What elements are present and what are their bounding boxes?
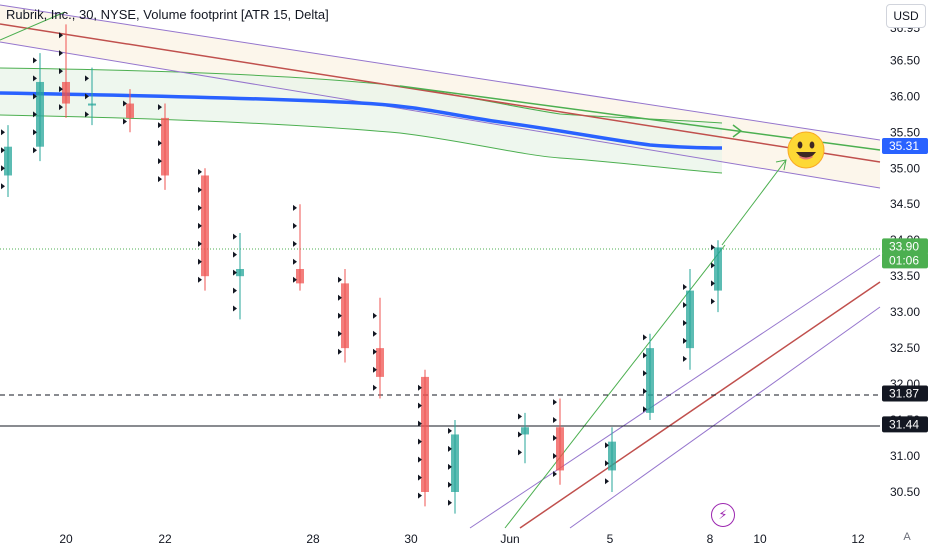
vwap-line bbox=[0, 91, 723, 150]
last-price-label: 33.90 bbox=[889, 239, 919, 253]
chart-title: Rubrik, Inc., 30, NYSE, Volume footprint… bbox=[6, 7, 329, 22]
candle bbox=[293, 204, 304, 291]
x-tick-label: 20 bbox=[59, 532, 73, 546]
candle bbox=[158, 103, 169, 190]
green-arrow-head bbox=[732, 124, 743, 138]
y-tick-label: 32.50 bbox=[890, 341, 920, 355]
countdown-label: 01:06 bbox=[889, 253, 919, 267]
target-arrow-head bbox=[775, 159, 787, 171]
regression-lower-line bbox=[0, 41, 881, 189]
y-tick-label: 31.00 bbox=[890, 449, 920, 463]
candle bbox=[683, 268, 694, 370]
regression-upper-line bbox=[0, 4, 881, 141]
candle bbox=[233, 233, 244, 320]
x-tick-label: Jun bbox=[500, 532, 519, 546]
last-price-label-bg bbox=[882, 238, 928, 255]
y-tick-label: 33.00 bbox=[890, 305, 920, 319]
y-tick-label: 36.50 bbox=[890, 53, 920, 67]
x-tick-label: 28 bbox=[306, 532, 320, 546]
x-tick-label: 12 bbox=[851, 532, 865, 546]
candle bbox=[518, 412, 529, 464]
candle bbox=[123, 89, 134, 133]
regression-upper-extend bbox=[0, 11, 66, 41]
x-tick-label: 8 bbox=[707, 532, 714, 546]
candle bbox=[373, 297, 384, 399]
target-arrow-line bbox=[721, 159, 787, 246]
regression-mid-line bbox=[0, 23, 881, 163]
y-tick-label: 33.50 bbox=[890, 269, 920, 283]
vwap-price-label-bg bbox=[882, 137, 928, 154]
candle bbox=[448, 420, 459, 514]
y-tick-label: 35.50 bbox=[890, 125, 920, 139]
level-high-label: 31.87 bbox=[889, 386, 919, 400]
candle bbox=[553, 398, 564, 485]
candle bbox=[605, 427, 616, 492]
x-tick-label: 5 bbox=[607, 532, 614, 546]
candle bbox=[1, 125, 12, 198]
x-axis: 20 22 28 30 Jun 5 8 10 12 bbox=[59, 532, 865, 546]
candles-group bbox=[1, 24, 722, 514]
rising-mid-line bbox=[519, 281, 881, 529]
y-tick-label: 34.50 bbox=[890, 197, 920, 211]
level-high-label-bg bbox=[882, 385, 928, 402]
x-tick-label: 10 bbox=[753, 532, 767, 546]
candle bbox=[418, 369, 429, 507]
smiley-emoji-icon bbox=[787, 131, 825, 169]
y-tick-label: 36.00 bbox=[890, 89, 920, 103]
level-low-label-bg bbox=[882, 416, 928, 433]
candle bbox=[198, 168, 209, 291]
envelope-band-fill bbox=[0, 68, 722, 173]
countdown-label-bg bbox=[882, 252, 928, 269]
trend-projection-line bbox=[504, 244, 726, 529]
candle bbox=[33, 53, 44, 162]
y-tick-label: 30.50 bbox=[890, 485, 920, 499]
x-tick-label: 30 bbox=[404, 532, 418, 546]
candle bbox=[643, 333, 654, 421]
lightning-icon[interactable]: ⚡︎ bbox=[711, 503, 735, 527]
rising-upper-line bbox=[469, 254, 881, 529]
auto-scale-button[interactable]: A bbox=[903, 531, 911, 543]
vwap-price-label: 35.31 bbox=[889, 139, 919, 153]
candle bbox=[85, 67, 96, 126]
currency-button[interactable]: USD bbox=[886, 4, 926, 28]
x-tick-label: 22 bbox=[158, 532, 172, 546]
candle bbox=[59, 24, 70, 118]
candle bbox=[338, 268, 349, 363]
level-low-label: 31.44 bbox=[889, 417, 919, 431]
y-tick-label: 35.00 bbox=[890, 161, 920, 175]
rising-lower-line bbox=[569, 306, 881, 529]
candle bbox=[711, 240, 722, 313]
